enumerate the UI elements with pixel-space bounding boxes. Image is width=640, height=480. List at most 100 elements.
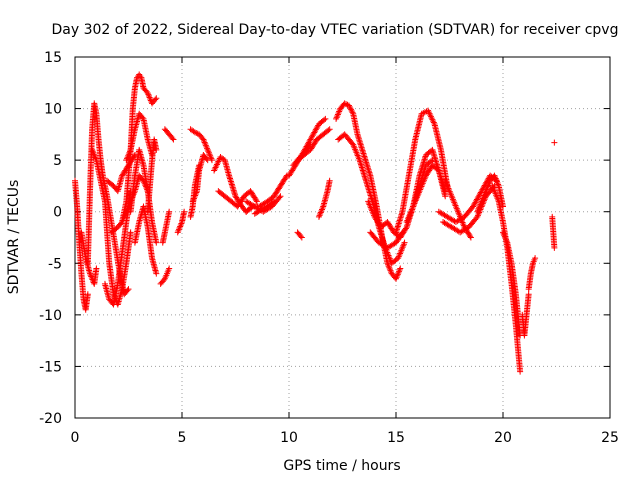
data-point bbox=[125, 286, 132, 293]
data-point bbox=[201, 137, 208, 144]
data-point bbox=[202, 142, 209, 149]
data-point bbox=[204, 145, 211, 152]
data-point bbox=[385, 263, 392, 270]
data-point bbox=[402, 225, 409, 232]
data-point bbox=[207, 154, 214, 161]
data-point bbox=[484, 185, 491, 192]
data-point bbox=[213, 162, 220, 169]
data-point bbox=[92, 155, 99, 162]
data-point bbox=[334, 112, 341, 119]
data-point bbox=[127, 148, 134, 155]
data-point bbox=[479, 196, 486, 203]
data-point bbox=[89, 146, 96, 153]
data-point bbox=[396, 266, 403, 273]
series-t34 bbox=[393, 107, 451, 236]
series-t27 bbox=[294, 229, 305, 241]
series-t20 bbox=[211, 154, 256, 215]
data-point bbox=[503, 238, 510, 245]
data-point bbox=[430, 119, 437, 126]
data-point bbox=[212, 164, 219, 171]
data-point bbox=[92, 154, 99, 161]
y-tick-label: -15 bbox=[39, 359, 62, 375]
data-point bbox=[93, 265, 100, 272]
data-point bbox=[333, 114, 340, 121]
series-t43 bbox=[519, 291, 532, 339]
data-point bbox=[493, 178, 500, 185]
data-point bbox=[178, 220, 185, 227]
data-point bbox=[153, 239, 160, 246]
data-point bbox=[145, 93, 152, 100]
data-point bbox=[484, 183, 491, 190]
data-point bbox=[283, 173, 290, 180]
series-t33 bbox=[367, 229, 406, 251]
data-point bbox=[207, 152, 214, 159]
data-point bbox=[427, 113, 434, 120]
data-point bbox=[551, 139, 558, 146]
data-point bbox=[501, 232, 508, 239]
data-point bbox=[386, 264, 393, 271]
series-t3 bbox=[84, 100, 132, 298]
data-point bbox=[125, 151, 132, 158]
grid bbox=[75, 57, 610, 418]
data-point bbox=[428, 115, 435, 122]
data-point bbox=[336, 108, 343, 115]
data-point bbox=[442, 193, 449, 200]
data-point bbox=[175, 226, 182, 233]
data-point bbox=[124, 287, 131, 294]
data-point bbox=[191, 193, 198, 200]
data-point bbox=[346, 103, 353, 110]
data-point bbox=[341, 100, 348, 107]
data-point bbox=[153, 146, 160, 153]
data-point bbox=[84, 291, 91, 298]
data-point bbox=[394, 272, 401, 279]
data-point bbox=[315, 213, 322, 220]
data-point bbox=[347, 105, 354, 112]
data-point bbox=[485, 182, 492, 189]
x-tick-label: 20 bbox=[494, 430, 512, 446]
data-point bbox=[474, 207, 481, 214]
data-point bbox=[492, 175, 499, 182]
data-point bbox=[146, 94, 153, 101]
data-point bbox=[176, 224, 183, 231]
data-points bbox=[72, 71, 558, 375]
data-point bbox=[425, 109, 432, 116]
series-t18 bbox=[189, 151, 211, 205]
data-point bbox=[211, 165, 218, 172]
series-t16 bbox=[174, 208, 188, 236]
series-t12 bbox=[144, 136, 160, 215]
data-point bbox=[399, 229, 406, 236]
data-point bbox=[321, 116, 328, 123]
series-t14 bbox=[159, 208, 173, 246]
data-point bbox=[124, 154, 131, 161]
data-point bbox=[385, 261, 392, 268]
data-point bbox=[493, 177, 500, 184]
data-point bbox=[500, 229, 506, 236]
data-point bbox=[482, 188, 489, 195]
data-point bbox=[253, 198, 260, 205]
data-point bbox=[393, 275, 399, 282]
x-tick-label: 25 bbox=[601, 430, 619, 446]
data-point bbox=[517, 368, 524, 375]
data-point bbox=[386, 266, 393, 273]
data-point bbox=[202, 140, 209, 147]
data-point bbox=[481, 191, 488, 198]
data-point bbox=[166, 208, 173, 215]
data-point bbox=[147, 95, 154, 102]
data-point bbox=[485, 180, 492, 187]
y-tick-label: -5 bbox=[48, 256, 62, 272]
data-point bbox=[319, 205, 326, 212]
series-t31 bbox=[335, 131, 408, 267]
data-point bbox=[387, 267, 394, 274]
plot-frame bbox=[74, 56, 611, 419]
data-point bbox=[343, 101, 350, 108]
data-point bbox=[160, 277, 167, 284]
data-point bbox=[318, 207, 325, 214]
data-point bbox=[126, 149, 133, 156]
data-point bbox=[200, 136, 207, 143]
data-point bbox=[426, 110, 433, 117]
data-point bbox=[474, 213, 481, 220]
data-point bbox=[479, 195, 486, 202]
x-tick-labels: 0 5 10 15 20 25 bbox=[71, 430, 619, 446]
y-tick-label: 0 bbox=[53, 205, 62, 221]
data-point bbox=[475, 205, 482, 212]
